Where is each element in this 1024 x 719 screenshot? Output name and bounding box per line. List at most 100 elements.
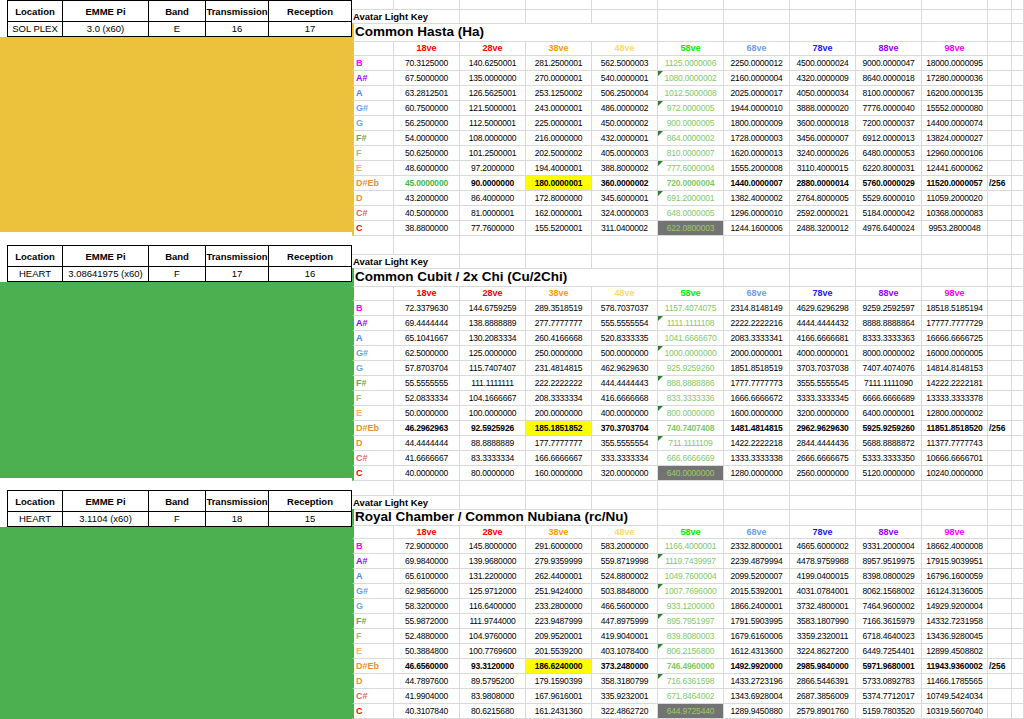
value-cell[interactable]: 3555.5555545 — [790, 376, 856, 391]
empty-cell[interactable] — [1012, 56, 1024, 71]
avatar-light-key-label[interactable]: Avatar Light Key — [352, 10, 460, 24]
value-cell[interactable]: 4665.6000002 — [790, 539, 856, 554]
empty-cell[interactable] — [922, 255, 988, 269]
empty-cell[interactable] — [1012, 614, 1024, 629]
value-cell[interactable]: 1679.6160006 — [724, 629, 790, 644]
empty-cell[interactable] — [790, 255, 856, 269]
value-cell[interactable]: 5529.6000010 — [856, 191, 922, 206]
value-cell[interactable]: 5333.3333350 — [856, 451, 922, 466]
note-label-cell[interactable]: C# — [352, 451, 394, 466]
empty-cell[interactable] — [1012, 86, 1024, 101]
value-cell[interactable]: 1422.2222218 — [724, 436, 790, 451]
value-cell[interactable]: 933.1200000 — [658, 599, 724, 614]
column-header-78ve[interactable]: 78ve — [790, 287, 856, 301]
value-cell[interactable]: 1000.0000000 — [658, 346, 724, 361]
value-cell[interactable]: 50.6250000 — [394, 146, 460, 161]
value-cell[interactable]: 559.8719998 — [592, 554, 658, 569]
column-header-38ve[interactable]: 38ve — [526, 287, 592, 301]
empty-cell[interactable] — [460, 496, 526, 510]
empty-cell[interactable] — [1012, 659, 1024, 674]
suffix-cell[interactable] — [988, 451, 1012, 466]
note-label-cell[interactable]: D#Eb — [352, 659, 394, 674]
empty-cell[interactable] — [1012, 689, 1024, 704]
value-cell[interactable]: 50.0000000 — [394, 406, 460, 421]
value-cell[interactable]: 55.9872000 — [394, 614, 460, 629]
value-cell[interactable]: 3600.0000018 — [790, 116, 856, 131]
note-label-cell[interactable]: G — [352, 599, 394, 614]
value-cell[interactable]: 11377.7777743 — [922, 436, 988, 451]
empty-cell[interactable] — [460, 0, 526, 10]
empty-cell[interactable] — [988, 10, 1012, 24]
value-cell[interactable]: 746.4960000 — [658, 659, 724, 674]
empty-cell[interactable] — [724, 236, 790, 245]
column-header-58ve[interactable]: 58ve — [658, 42, 724, 56]
value-cell[interactable]: 16124.3136005 — [922, 584, 988, 599]
value-cell[interactable]: 373.2480000 — [592, 659, 658, 674]
value-cell[interactable]: 9331.2000004 — [856, 539, 922, 554]
suffix-cell[interactable] — [988, 116, 1012, 131]
value-cell[interactable]: 2764.8000005 — [790, 191, 856, 206]
value-cell[interactable]: 46.2962963 — [394, 421, 460, 436]
value-cell[interactable]: 4500.0000024 — [790, 56, 856, 71]
note-label-cell[interactable]: F# — [352, 614, 394, 629]
info-value-cell[interactable]: 3.0 (x60) — [62, 22, 148, 37]
empty-cell[interactable] — [922, 10, 988, 24]
value-cell[interactable]: 52.4880000 — [394, 629, 460, 644]
value-cell[interactable]: 10749.5424034 — [922, 689, 988, 704]
value-cell[interactable]: 895.7951997 — [658, 614, 724, 629]
empty-cell[interactable] — [790, 496, 856, 510]
empty-cell[interactable] — [1012, 221, 1024, 236]
column-header-98ve[interactable]: 98ve — [922, 287, 988, 301]
value-cell[interactable]: 262.4400001 — [526, 569, 592, 584]
empty-cell[interactable] — [1012, 481, 1024, 490]
value-cell[interactable]: 8062.1568002 — [856, 584, 922, 599]
suffix-cell[interactable] — [988, 161, 1012, 176]
empty-cell[interactable] — [352, 481, 394, 490]
value-cell[interactable]: 14929.9200004 — [922, 599, 988, 614]
value-cell[interactable]: 60.7500000 — [394, 101, 460, 116]
value-cell[interactable]: 900.0000005 — [658, 116, 724, 131]
value-cell[interactable]: 1280.0000000 — [724, 466, 790, 481]
value-cell[interactable]: 10368.0000083 — [922, 206, 988, 221]
value-cell[interactable]: 403.1078400 — [592, 644, 658, 659]
value-cell[interactable]: 5159.7803520 — [856, 704, 922, 719]
info-header-cell[interactable]: Location — [7, 0, 62, 22]
column-header-88ve[interactable]: 88ve — [856, 42, 922, 56]
suffix-cell[interactable] — [988, 539, 1012, 554]
empty-cell[interactable] — [856, 23, 922, 42]
value-cell[interactable]: 11943.9360002 — [922, 659, 988, 674]
note-label-cell[interactable]: F# — [352, 131, 394, 146]
note-label-cell[interactable]: G# — [352, 346, 394, 361]
empty-cell[interactable] — [460, 255, 526, 269]
info-value-cell[interactable]: 17 — [268, 22, 352, 37]
value-cell[interactable]: 111.9744000 — [460, 614, 526, 629]
value-cell[interactable]: 360.0000002 — [592, 176, 658, 191]
value-cell[interactable]: 2844.4444436 — [790, 436, 856, 451]
empty-cell[interactable] — [988, 23, 1012, 42]
value-cell[interactable]: 100.0000000 — [460, 406, 526, 421]
value-cell[interactable]: 666.6666669 — [658, 451, 724, 466]
empty-cell[interactable] — [988, 268, 1012, 287]
value-cell[interactable]: 1492.9920000 — [724, 659, 790, 674]
value-cell[interactable]: 1440.0000007 — [724, 176, 790, 191]
value-cell[interactable]: 12899.4508802 — [922, 644, 988, 659]
value-cell[interactable]: 52.0833334 — [394, 391, 460, 406]
note-label-cell[interactable]: G# — [352, 584, 394, 599]
empty-cell[interactable] — [790, 0, 856, 10]
value-cell[interactable]: 3200.0000000 — [790, 406, 856, 421]
value-cell[interactable]: 716.6361598 — [658, 674, 724, 689]
empty-cell[interactable] — [526, 236, 592, 245]
empty-cell[interactable] — [988, 236, 1012, 245]
value-cell[interactable]: 50.3884800 — [394, 644, 460, 659]
value-cell[interactable]: 9000.0000047 — [856, 56, 922, 71]
value-cell[interactable]: 104.1666667 — [460, 391, 526, 406]
value-cell[interactable]: 520.8333335 — [592, 331, 658, 346]
value-cell[interactable]: 291.6000000 — [526, 539, 592, 554]
value-cell[interactable]: 1600.0000000 — [724, 406, 790, 421]
value-cell[interactable]: 194.4000001 — [526, 161, 592, 176]
value-cell[interactable]: 4478.9759988 — [790, 554, 856, 569]
value-cell[interactable]: 208.3333334 — [526, 391, 592, 406]
color-block[interactable] — [0, 37, 352, 232]
empty-cell[interactable] — [592, 0, 658, 10]
value-cell[interactable]: 322.4862720 — [592, 704, 658, 719]
